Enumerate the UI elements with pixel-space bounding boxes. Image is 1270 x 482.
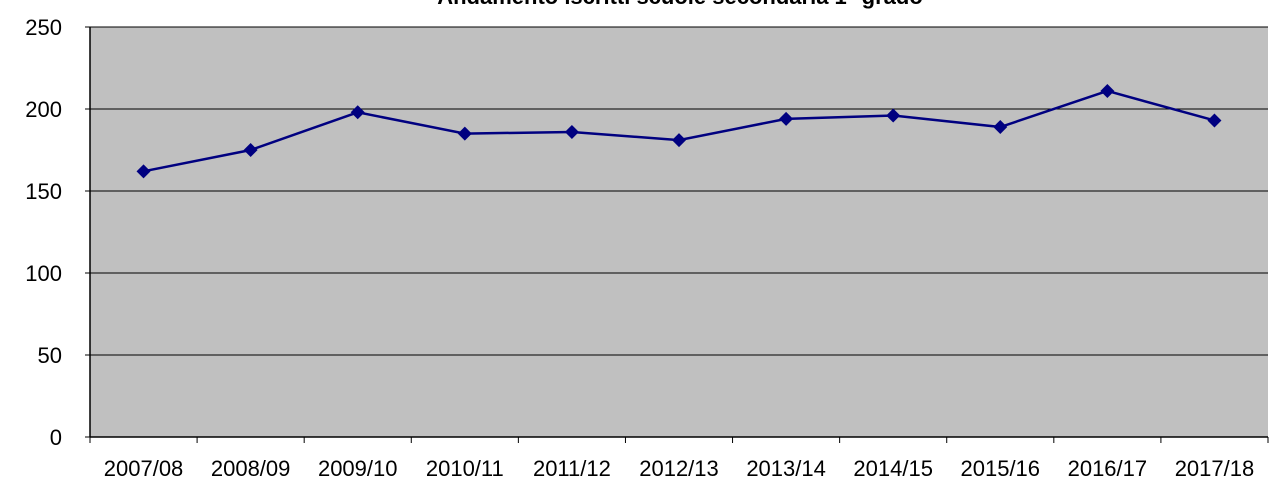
x-tick-label: 2014/15 <box>853 456 933 481</box>
marker <box>1100 83 1115 98</box>
marker <box>136 164 151 179</box>
marker <box>1207 113 1222 128</box>
x-tick-label: 2017/18 <box>1175 456 1255 481</box>
x-tick-label: 2013/14 <box>746 456 826 481</box>
marker <box>564 124 579 139</box>
y-tick-label: 200 <box>25 97 62 122</box>
x-tick-label: 2010/11 <box>426 456 504 481</box>
x-tick-label: 2016/17 <box>1068 456 1148 481</box>
y-tick-label: 150 <box>25 179 62 204</box>
marker <box>779 111 794 126</box>
x-tick-label: 2015/16 <box>961 456 1041 481</box>
y-tick-label: 50 <box>38 343 62 368</box>
plot-area <box>90 27 1268 437</box>
x-tick-label: 2012/13 <box>639 456 719 481</box>
marker <box>672 133 686 148</box>
x-tick-label: 2009/10 <box>318 456 398 481</box>
marker <box>243 143 258 157</box>
x-tick-label: 2011/12 <box>533 456 611 481</box>
y-tick-label: 100 <box>25 261 62 286</box>
x-tick-label: 2008/09 <box>211 456 291 481</box>
y-tick-label: 250 <box>25 15 62 40</box>
y-tick-label: 0 <box>50 425 62 450</box>
marker <box>457 126 472 141</box>
marker <box>993 120 1008 135</box>
chart-title: Andamento iscritti scuole secondaria 1° … <box>437 0 923 9</box>
marker <box>886 108 901 123</box>
marker <box>350 105 365 120</box>
x-tick-label: 2007/08 <box>104 456 184 481</box>
